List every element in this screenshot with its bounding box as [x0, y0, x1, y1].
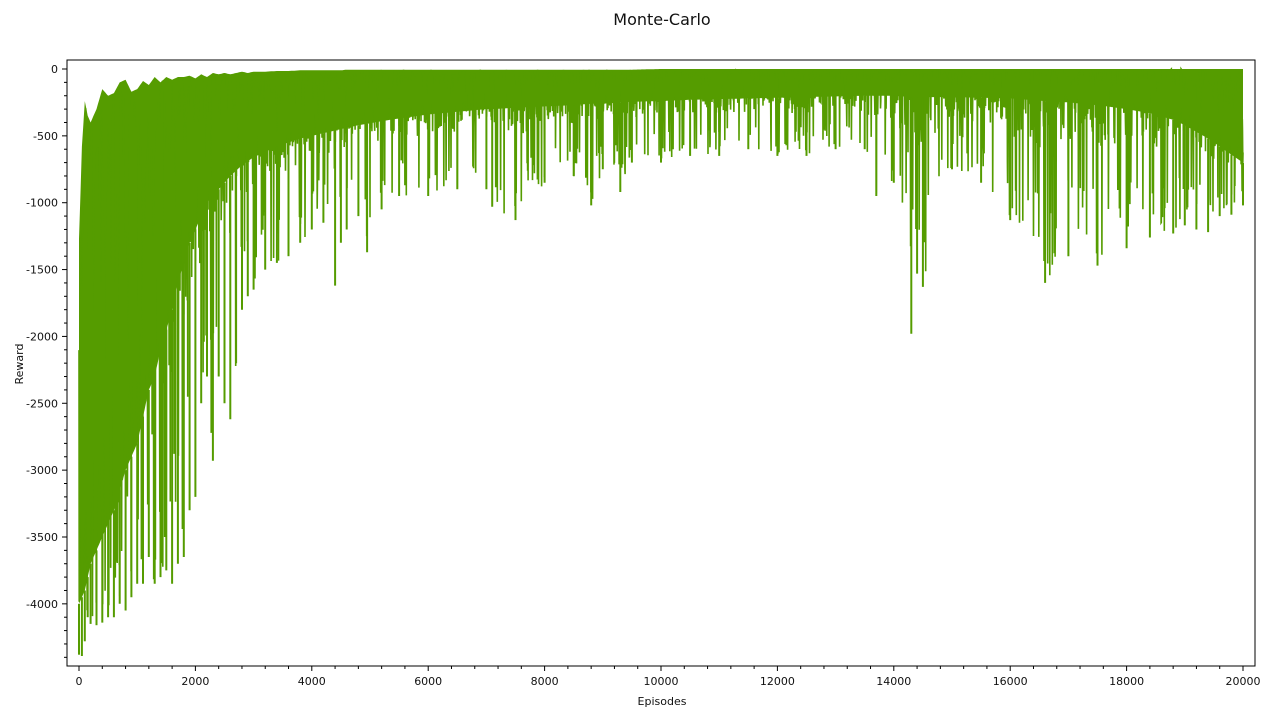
y-tick-label: -1500 [26, 264, 58, 277]
x-axis-label: Episodes [638, 695, 687, 708]
y-tick-label: -2000 [26, 330, 58, 343]
x-tick-label: 6000 [414, 675, 442, 688]
y-tick-label: -3000 [26, 464, 58, 477]
x-tick-label: 12000 [760, 675, 795, 688]
x-axis: 0 2000 4000 6000 8000 10000 12000 14000 16000 180… [76, 666, 1261, 688]
x-tick-label: 4000 [298, 675, 326, 688]
y-axis: 0 -500 -1000 -1500 -2000 -2500 -3000 -3500 -4000 [26, 63, 67, 658]
y-tick-label: -2500 [26, 397, 58, 410]
y-tick-label: -1000 [26, 197, 58, 210]
y-tick-label: -4000 [26, 598, 58, 611]
x-tick-label: 10000 [644, 675, 679, 688]
y-tick-label: 0 [51, 63, 58, 76]
y-tick-label: -500 [33, 130, 58, 143]
x-tick-label: 18000 [1109, 675, 1144, 688]
chart-title: Monte-Carlo [613, 10, 710, 29]
x-tick-label: 14000 [876, 675, 911, 688]
x-tick-label: 8000 [531, 675, 559, 688]
series-line [78, 66, 1244, 617]
x-tick-label: 16000 [993, 675, 1028, 688]
x-tick-label: 0 [76, 675, 83, 688]
x-tick-label: 2000 [181, 675, 209, 688]
plot-frame [66, 59, 1256, 667]
y-tick-label: -3500 [26, 531, 58, 544]
y-axis-label: Reward [13, 344, 26, 385]
plot-area [78, 66, 1244, 656]
x-tick-label: 20000 [1226, 675, 1261, 688]
